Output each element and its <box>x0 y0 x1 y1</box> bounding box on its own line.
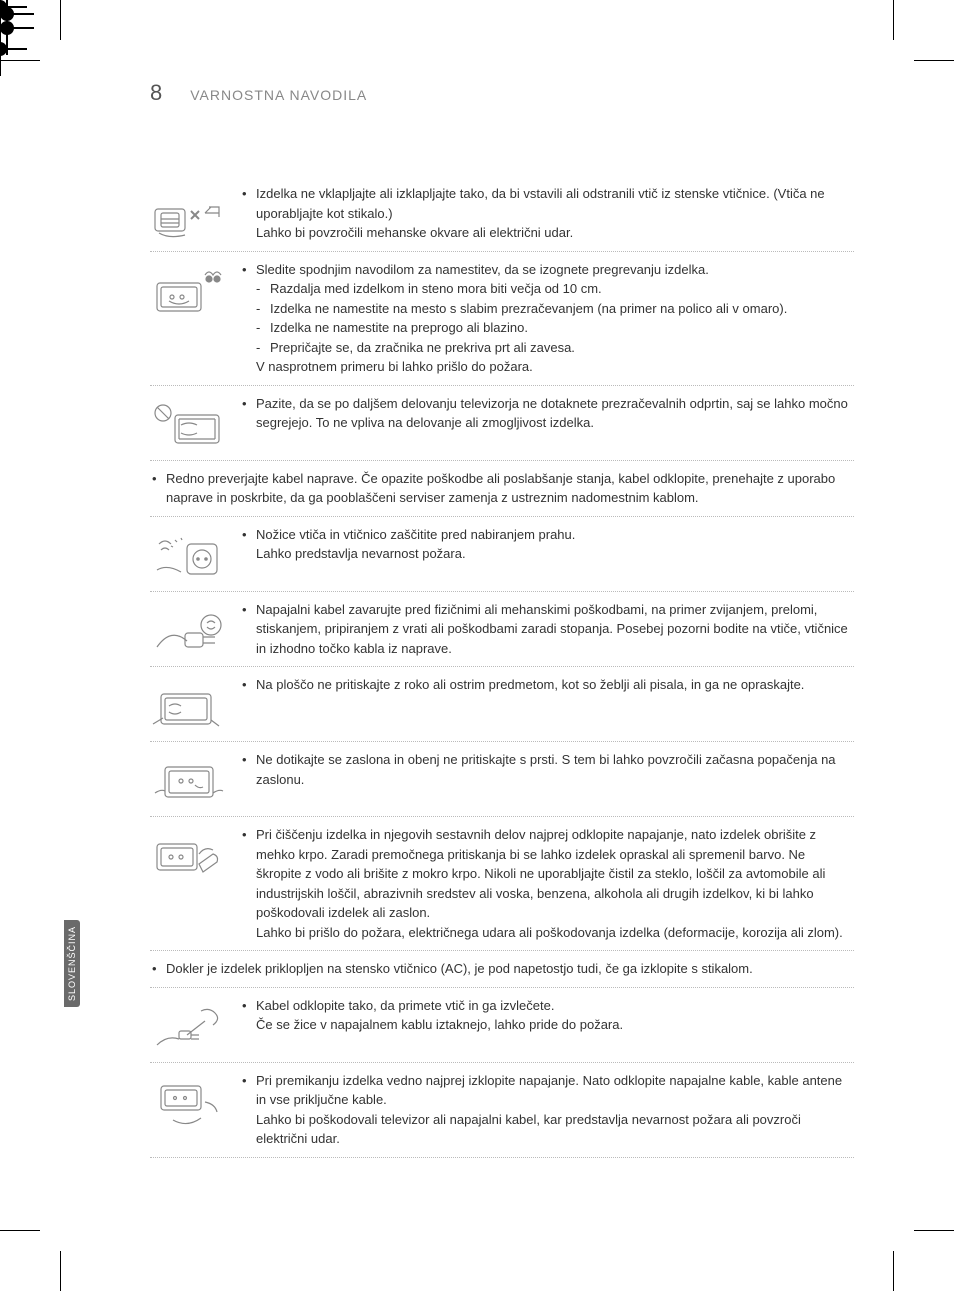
instruction-text: Pri čiščenju izdelka in njegovih sestavn… <box>240 825 854 923</box>
instruction-block: Sledite spodnjim navodilom za namestitev… <box>150 252 854 386</box>
crop-line <box>60 1251 61 1291</box>
page-content: 8 VARNOSTNA NAVODILA Izdelka ne vklaplja… <box>150 80 854 1191</box>
instruction-text: Napajalni kabel zavarujte pred fizičnimi… <box>240 600 854 659</box>
crop-line <box>914 1230 954 1231</box>
instruction-text: Izdelka ne namestite na mesto s slabim p… <box>254 299 854 319</box>
instruction-block: Ne dotikajte se zaslona in obenj ne prit… <box>150 742 854 817</box>
touch-screen-icon <box>150 754 228 808</box>
prohibit-tv-icon <box>150 398 228 452</box>
page-header: 8 VARNOSTNA NAVODILA <box>150 80 854 106</box>
cable-hand-icon <box>150 604 228 658</box>
instruction-block: Izdelka ne vklapljajte ali izklapljajte … <box>150 176 854 252</box>
instruction-text: Dokler je izdelek priklopljen na stensko… <box>150 959 854 979</box>
press-screen-icon <box>150 679 228 733</box>
instruction-text: Če se žice v napajalnem kablu iztaknejo,… <box>240 1015 854 1035</box>
instruction-text: Izdelka ne vklapljajte ali izklapljajte … <box>240 184 854 223</box>
instruction-text: V nasprotnem primeru bi lahko prišlo do … <box>240 357 854 377</box>
move-tv-icon <box>150 1075 228 1129</box>
instruction-block: Na ploščo ne pritiskajte z roko ali ostr… <box>150 667 854 742</box>
instruction-text: Razdalja med izdelkom in steno mora biti… <box>254 279 854 299</box>
instruction-block: Dokler je izdelek priklopljen na stensko… <box>150 951 854 988</box>
crop-line <box>0 1230 40 1231</box>
instruction-text: Lahko predstavlja nevarnost požara. <box>240 544 854 564</box>
crop-line <box>0 60 40 61</box>
instruction-block: Pri premikanju izdelka vedno najprej izk… <box>150 1063 854 1158</box>
instruction-text: Lahko bi poškodovali televizor ali napaj… <box>240 1110 854 1149</box>
page-title: VARNOSTNA NAVODILA <box>190 87 367 103</box>
instruction-block: Nožice vtiča in vtičnico zaščitite pred … <box>150 517 854 592</box>
instruction-text: Nožice vtiča in vtičnico zaščitite pred … <box>240 525 854 545</box>
instruction-text: Sledite spodnjim navodilom za namestitev… <box>240 260 854 280</box>
instruction-text: Lahko bi povzročili mehanske okvare ali … <box>240 223 854 243</box>
language-tab: SLOVENŠČINA <box>64 920 80 1007</box>
instruction-block: Kabel odklopite tako, da primete vtič in… <box>150 988 854 1063</box>
plug-x-icon <box>150 188 228 242</box>
crop-line <box>893 0 894 40</box>
instruction-block: Redno preverjajte kabel naprave. Če opaz… <box>150 461 854 517</box>
instruction-block: Napajalni kabel zavarujte pred fizičnimi… <box>150 592 854 668</box>
instruction-text: Na ploščo ne pritiskajte z roko ali ostr… <box>240 675 854 695</box>
instruction-text: Izdelka ne namestite na preprogo ali bla… <box>254 318 854 338</box>
registration-mark-icon <box>0 21 14 35</box>
instruction-text: Prepričajte se, da zračnika ne prekriva … <box>254 338 854 358</box>
pull-plug-icon <box>150 1000 228 1054</box>
page-number: 8 <box>150 80 162 106</box>
instruction-text: Kabel odklopite tako, da primete vtič in… <box>240 996 854 1016</box>
crop-line <box>914 60 954 61</box>
instruction-text: Lahko bi prišlo do požara, električnega … <box>240 923 854 943</box>
instruction-text: Pri premikanju izdelka vedno najprej izk… <box>240 1071 854 1110</box>
instruction-block: Pri čiščenju izdelka in njegovih sestavn… <box>150 817 854 951</box>
crop-line <box>60 0 61 40</box>
tv-fire-icon <box>150 264 228 318</box>
instruction-text: Redno preverjajte kabel naprave. Če opaz… <box>150 469 854 508</box>
instruction-text: Ne dotikajte se zaslona in obenj ne prit… <box>240 750 854 789</box>
dust-socket-icon <box>150 529 228 583</box>
crop-line <box>893 1251 894 1291</box>
instruction-text: Pazite, da se po daljšem delovanju telev… <box>240 394 854 433</box>
instruction-block: Pazite, da se po daljšem delovanju telev… <box>150 386 854 461</box>
clean-tv-icon <box>150 829 228 883</box>
